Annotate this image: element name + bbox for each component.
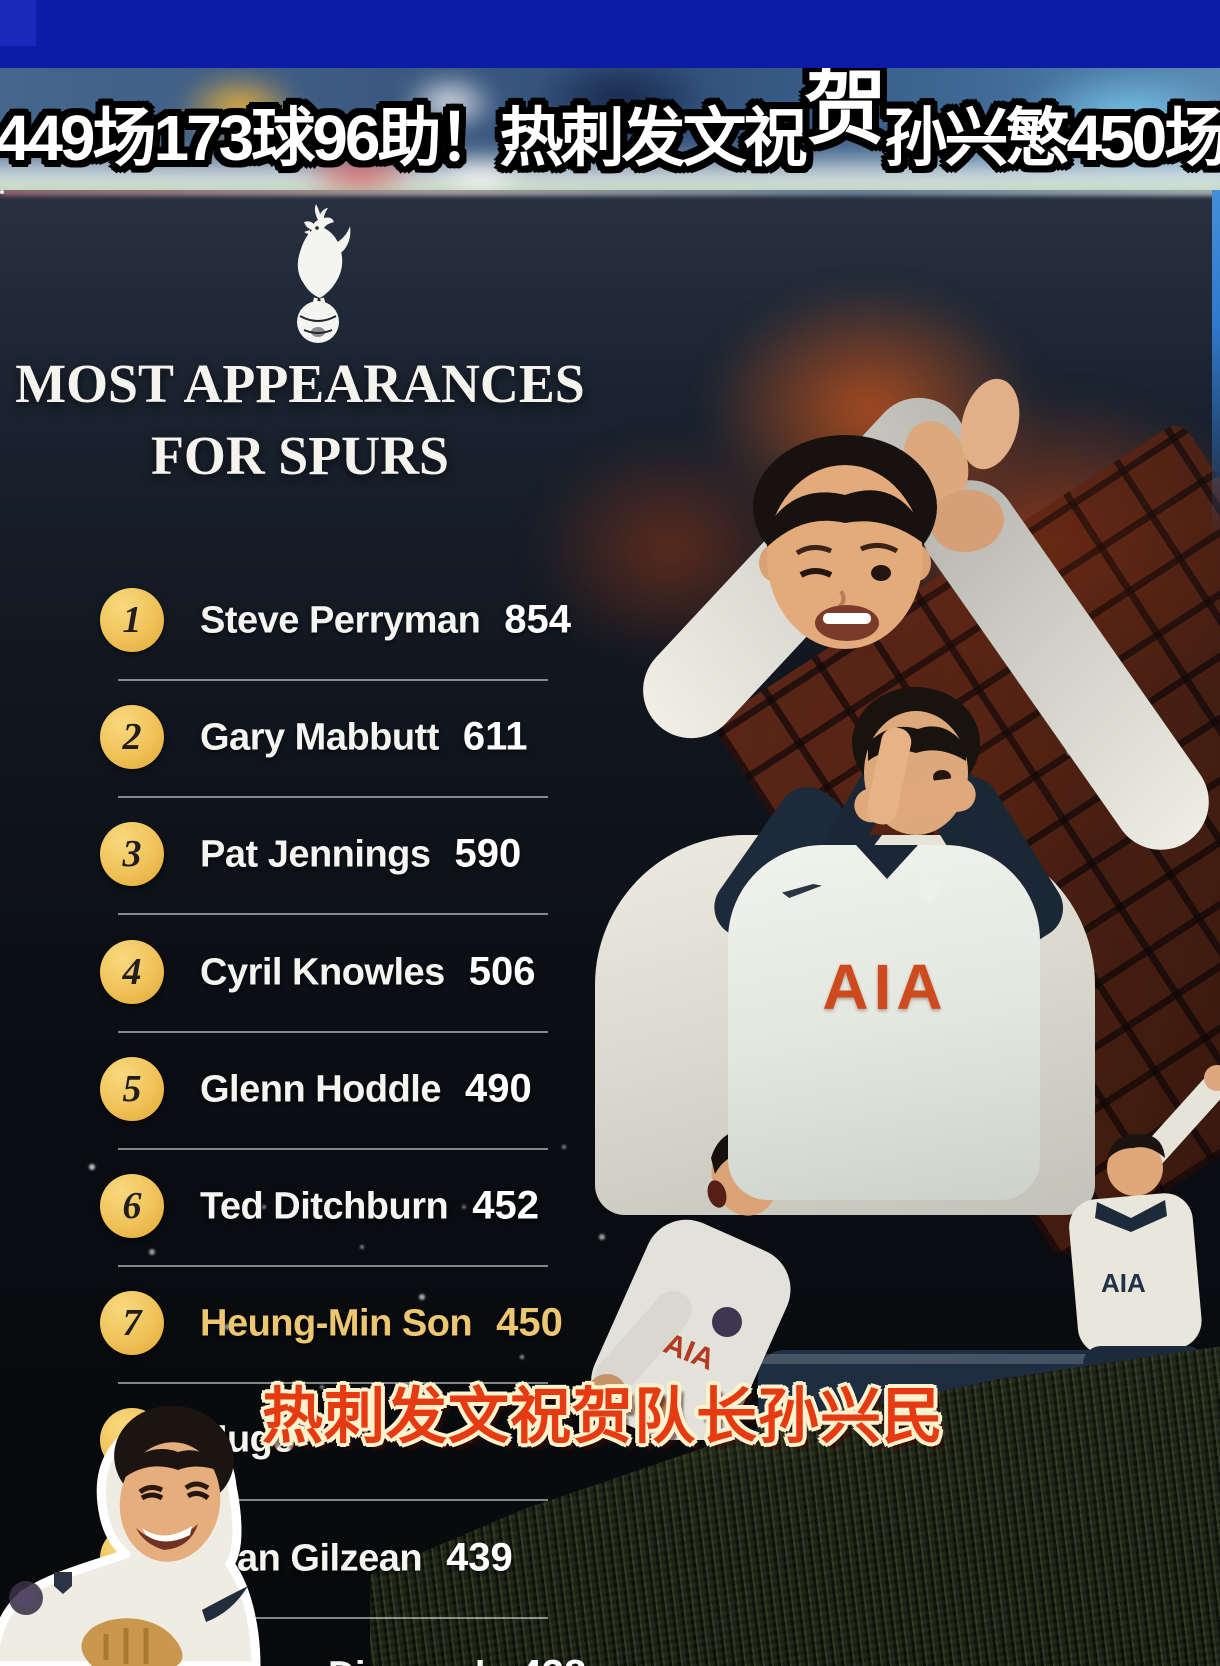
rank-number: 6 [122,1185,142,1227]
row-divider [118,1030,548,1033]
list-item: 7 Heung-Min Son 450 [0,1278,620,1368]
applauding-face [753,435,937,649]
rank-badge: 6 [100,1174,164,1238]
jersey-sponsor: AIA [822,951,948,1023]
son-sticker-cutout [0,1405,261,1666]
appearance-count: 450 [496,1300,563,1345]
top-bar [0,0,1220,68]
list-item: 4 Cyril Knowles 506 [0,927,620,1017]
caption-text: 热刺发文祝贺队长孙兴民 [262,1382,945,1450]
appearance-count: 506 [468,949,536,994]
poster-title: MOST APPEARANCES FOR SPURS [6,348,594,492]
player-name: Jimmy Dimmock [200,1654,496,1666]
rank-badge: 4 [100,939,164,1004]
headline-text: 449场173球96助！热刺发文祝贺孙兴慜450场 [0,68,1220,174]
poster: 7 AIA [0,190,1220,1666]
row-divider [118,1382,548,1385]
headline-pre: 449场173球96助！热刺发文祝 [0,102,807,174]
rank-number: 3 [122,833,142,876]
list-item: 5 Glenn Hoddle 490 [0,1044,620,1134]
appearance-count: 439 [446,1535,513,1580]
appearances-list: 1 Steve Perryman 854 2 Gary Mabbutt 611 3 Pat J… [0,190,620,1666]
headline-post: 孙兴慜450场 [883,102,1220,174]
video-strip: 449场173球96助！热刺发文祝贺孙兴慜450场 [0,68,1220,190]
video-edge-strip [1212,190,1220,538]
top-bar-patch [0,0,36,46]
row-divider [118,796,548,799]
shorts-waistband [758,1354,1220,1364]
title-line2: FOR SPURS [151,425,449,486]
rank-number: 1 [122,599,142,641]
player-name: Pat Jennings [200,833,431,876]
row-divider [118,1616,548,1619]
rank-badge: 5 [100,1056,164,1121]
rank-number: 2 [122,716,142,759]
row-divider [118,1499,548,1502]
rank-badge: 1 [100,588,164,652]
row-divider [118,913,548,916]
rank-badge: 2 [100,705,164,770]
tottenham-cockerel-crest-icon [297,204,351,343]
appearance-count: 438 [520,1652,587,1666]
spurs-crest-on-jersey-icon [920,878,940,904]
stadium-lights-dots [0,190,4,194]
appearance-count: 854 [504,597,572,642]
player-name: Ted Ditchburn [200,1185,449,1228]
white-jersey-torso [728,845,1040,1200]
list-item: 2 Gary Mabbutt 611 [0,692,620,782]
row-divider [118,1147,548,1150]
rank-badge: 3 [100,822,164,887]
list-item: 3 Pat Jennings 590 [0,809,620,899]
appearance-count: 611 [462,714,528,759]
appearance-count: 452 [472,1183,539,1228]
list-item: 6 Ted Ditchburn 452 [0,1161,620,1251]
rank-number: 4 [122,950,142,993]
title-line1: MOST APPEARANCES [15,353,585,414]
rank-number: 7 [122,1302,142,1345]
player-name: Steve Perryman [200,599,481,642]
stadium-blur-backdrop [0,68,1220,190]
player-name: Heung-Min Son [200,1302,473,1345]
row-divider [118,1265,548,1267]
appearance-count: 490 [465,1066,532,1111]
player-name: Glenn Hoddle [200,1068,442,1111]
rank-badge: 7 [100,1291,164,1356]
rank-number: 5 [122,1067,142,1110]
jersey-sponsor-small: AIA [1101,1268,1146,1298]
list-item: 1 Steve Perryman 854 [0,575,620,665]
player-name: Cyril Knowles [200,951,445,994]
row-divider [118,679,548,681]
player-name: Gary Mabbutt [200,716,439,759]
appearance-count: 590 [454,831,522,876]
headline-raised-char: 贺 [804,68,886,154]
